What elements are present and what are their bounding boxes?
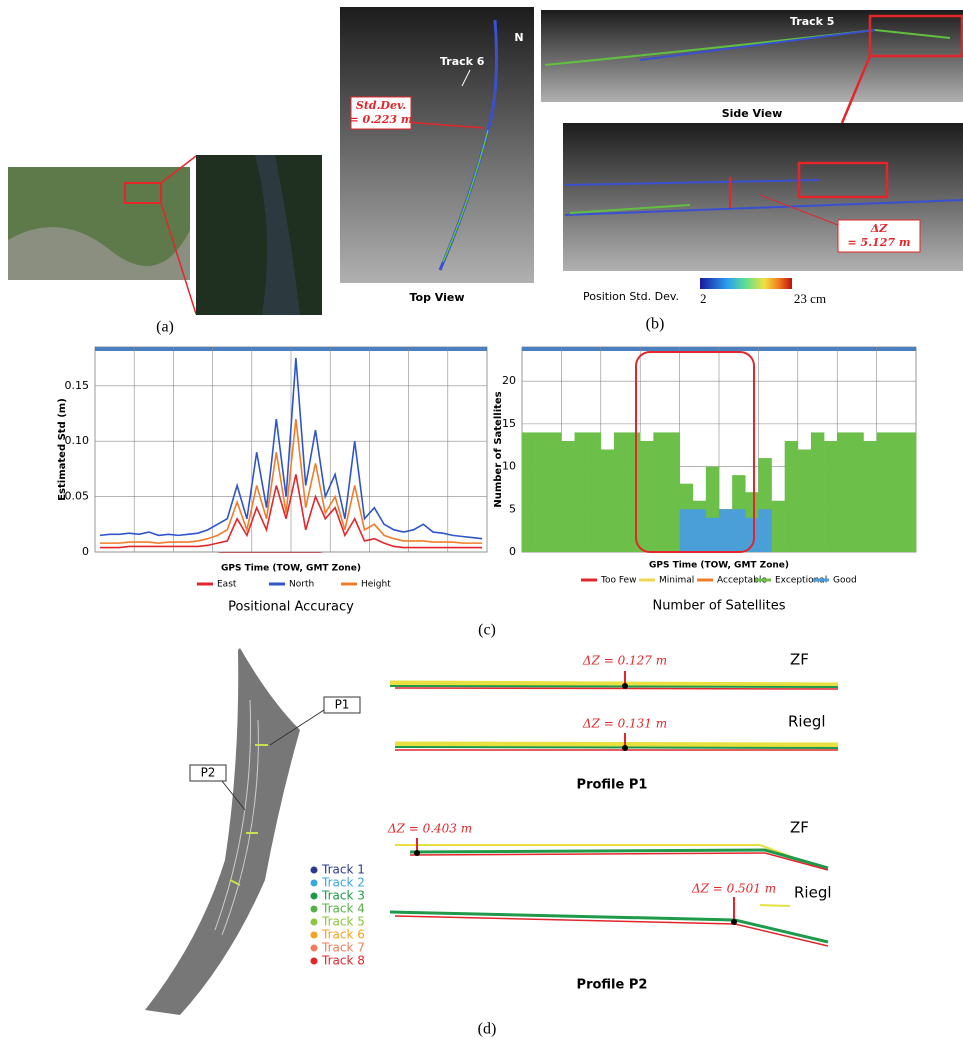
bar: [877, 432, 890, 552]
y-tick-label: 0.10: [65, 434, 90, 447]
y-axis-label: Estimated Std (m): [57, 398, 68, 501]
annotation: ΔZ = 0.403 m: [387, 822, 472, 836]
legend-marker: [311, 958, 318, 965]
north-arrow: N: [514, 31, 523, 44]
annotation: ΔZ = 0.501 m: [691, 882, 776, 896]
legend-marker: [311, 906, 318, 913]
panel-a-images: [8, 155, 322, 315]
profile-title: Profile P1: [577, 778, 648, 793]
legend-label: Track 2: [321, 876, 365, 890]
bar: [666, 432, 679, 552]
bar: [548, 432, 561, 552]
legend-label: Track 8: [321, 954, 365, 968]
y-tick-label: 15: [502, 417, 516, 430]
y-tick-label: 5: [509, 502, 516, 515]
callout: P1: [335, 698, 350, 712]
bar: [824, 441, 837, 552]
legend-label: Track 4: [321, 902, 365, 916]
annotation: = 0.223 m: [350, 113, 413, 126]
annotation: = 5.127 m: [848, 236, 911, 249]
view-title: Top View: [409, 291, 464, 304]
legend-label: Track 1: [321, 863, 365, 877]
profile-title: Profile P2: [577, 978, 648, 993]
legend-label: Too Few: [600, 576, 636, 586]
bar: [890, 432, 903, 552]
legend-label: Track 6: [321, 928, 365, 942]
bar: [535, 432, 548, 552]
bar: [903, 432, 916, 552]
page: (a) Std.Dev. = 0.223 m Track 6 Track 5 N…: [0, 0, 963, 1042]
legend-label: East: [217, 580, 237, 590]
track-label: Track 5: [790, 15, 834, 28]
legend-label: Track 3: [321, 889, 365, 903]
legend-label: Height: [361, 580, 391, 590]
bar: [850, 432, 863, 552]
figure: (a) Std.Dev. = 0.223 m Track 6 Track 5 N…: [0, 0, 963, 1042]
panel-label: (a): [156, 319, 174, 336]
bar: [772, 501, 785, 552]
legend-marker: [311, 893, 318, 900]
bar: [575, 432, 588, 552]
annotation: ΔZ: [870, 222, 889, 235]
y-axis-label: Number of Satellites: [493, 391, 504, 507]
legend-marker: [311, 919, 318, 926]
annotation: ΔZ = 0.127 m: [582, 654, 667, 668]
bar: [758, 509, 771, 552]
x-axis-label: GPS Time (TOW, GMT Zone): [221, 564, 361, 574]
y-tick-label: 0: [82, 545, 89, 558]
sensor-label: ZF: [790, 651, 809, 669]
legend-marker: [311, 880, 318, 887]
bar: [732, 509, 745, 552]
callout: P2: [201, 766, 216, 780]
colorbar-min: 2: [700, 291, 707, 306]
legend-marker: [311, 945, 318, 952]
y-tick-label: 0.05: [65, 490, 90, 503]
bar: [601, 450, 614, 553]
legend-label: North: [289, 580, 314, 590]
y-tick-label: 20: [502, 374, 516, 387]
legend-label: Good: [833, 576, 857, 586]
bar: [522, 432, 535, 552]
bar: [693, 509, 706, 552]
annotation: Std.Dev.: [356, 99, 406, 112]
legend-marker: [311, 867, 318, 874]
sensor-label: Riegl: [794, 884, 832, 902]
bar: [785, 441, 798, 552]
y-tick-label: 10: [502, 460, 516, 473]
legend-label: Track 7: [321, 941, 365, 955]
colorbar-title: Position Std. Dev.: [583, 290, 679, 303]
bar: [863, 441, 876, 552]
track-label: Track 6: [440, 55, 485, 68]
bar: [798, 450, 811, 553]
chart-title: Positional Accuracy: [228, 600, 354, 615]
legend-label: Track 5: [321, 915, 365, 929]
panel-label: (b): [646, 316, 665, 333]
legend-marker: [311, 932, 318, 939]
bar: [653, 432, 666, 552]
panel-label: (c): [478, 622, 496, 639]
x-axis-label: GPS Time (TOW, GMT Zone): [649, 561, 789, 571]
y-tick-label: 0.15: [65, 379, 90, 392]
annotation: ΔZ = 0.131 m: [582, 717, 667, 731]
y-tick-label: 0: [509, 545, 516, 558]
bar: [706, 518, 719, 552]
bar: [627, 432, 640, 552]
view-title: Side View: [722, 107, 783, 120]
bar: [614, 432, 627, 552]
bar: [811, 432, 824, 552]
bar: [588, 432, 601, 552]
bar: [719, 509, 732, 552]
panel-label: (d): [478, 1021, 497, 1038]
sensor-label: Riegl: [788, 713, 826, 731]
legend-label: Minimal: [659, 576, 694, 586]
bar: [837, 432, 850, 552]
profiles: [390, 671, 838, 946]
colorbar-max: 23 cm: [794, 291, 826, 306]
bar: [640, 441, 653, 552]
chart-title: Number of Satellites: [652, 599, 785, 614]
bar: [680, 509, 693, 552]
bar: [561, 441, 574, 552]
sensor-label: ZF: [790, 819, 809, 837]
